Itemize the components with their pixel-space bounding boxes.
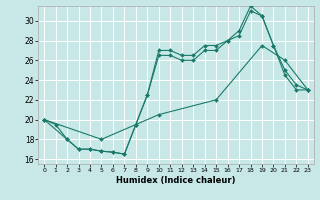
X-axis label: Humidex (Indice chaleur): Humidex (Indice chaleur) bbox=[116, 176, 236, 185]
